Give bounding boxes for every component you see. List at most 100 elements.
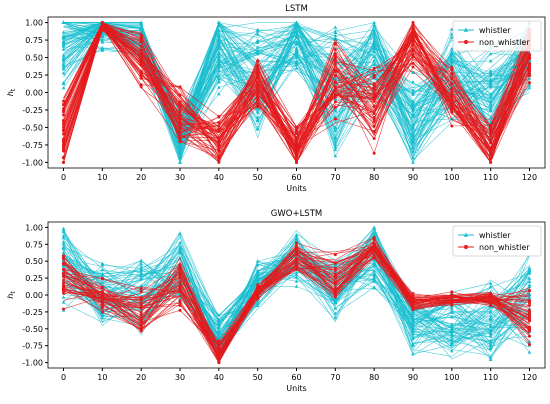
- legend: whistler non_whistler: [452, 225, 542, 257]
- data-point-marker: [488, 340, 493, 344]
- x-tick-label: 10: [97, 173, 107, 182]
- data-point-marker: [411, 42, 415, 46]
- data-point-marker: [333, 306, 338, 310]
- data-point-marker: [294, 272, 299, 276]
- data-point-marker: [333, 263, 338, 267]
- data-point-marker: [178, 302, 182, 306]
- data-point-marker: [450, 306, 454, 310]
- y-axis-label-sub: t: [10, 291, 17, 294]
- data-point-marker: [139, 261, 143, 265]
- data-point-marker: [450, 315, 454, 319]
- data-point-marker: [450, 337, 454, 341]
- data-point-marker: [62, 119, 66, 123]
- data-point-marker: [139, 52, 143, 56]
- data-point-marker: [450, 309, 454, 314]
- data-point-marker: [100, 276, 104, 280]
- y-tick-label: -1.00: [22, 158, 43, 167]
- data-point-marker: [62, 257, 66, 261]
- data-point-marker: [450, 103, 454, 107]
- data-point-marker: [450, 93, 454, 97]
- data-point-marker: [178, 299, 182, 303]
- data-point-marker: [411, 310, 415, 314]
- data-point-marker: [411, 99, 415, 103]
- legend-circle-marker: [464, 40, 468, 44]
- y-tick-label: -1.00: [22, 359, 43, 368]
- data-point-marker: [61, 53, 66, 57]
- data-point-marker: [488, 104, 493, 108]
- legend: whistler non_whistler: [452, 20, 542, 52]
- data-point-marker: [256, 59, 260, 63]
- data-point-marker: [295, 160, 298, 164]
- data-point-marker: [372, 62, 376, 67]
- y-tick-label: 0.50: [25, 257, 43, 266]
- data-point-marker: [333, 280, 337, 284]
- data-point-marker: [217, 324, 221, 328]
- data-point-marker: [61, 226, 66, 231]
- data-point-marker: [139, 85, 143, 89]
- data-point-marker: [178, 126, 182, 130]
- data-point-marker: [294, 25, 299, 30]
- data-point-marker: [61, 40, 66, 44]
- data-point-marker: [333, 56, 337, 60]
- data-point-marker: [450, 57, 454, 61]
- x-tick-label: 90: [408, 373, 418, 382]
- data-point-marker: [450, 59, 454, 64]
- data-point-marker: [333, 125, 338, 129]
- data-point-marker: [62, 307, 66, 311]
- y-tick-label: 0.25: [25, 71, 43, 80]
- data-point-marker: [489, 138, 493, 142]
- data-point-marker: [372, 28, 376, 32]
- x-tick-label: 20: [136, 173, 146, 182]
- data-point-marker: [217, 85, 221, 89]
- data-point-marker: [411, 306, 415, 310]
- x-tick-label: 50: [253, 173, 263, 182]
- data-point-marker: [62, 113, 66, 117]
- data-point-marker: [217, 121, 221, 125]
- data-point-marker: [178, 149, 182, 154]
- data-point-marker: [333, 272, 337, 276]
- legend-label-non_whistler: non_whistler: [479, 243, 530, 252]
- data-point-marker: [488, 99, 493, 104]
- y-axis-label-main: h: [6, 91, 15, 96]
- data-point-marker: [294, 238, 299, 242]
- data-point-marker: [139, 318, 143, 322]
- data-point-marker: [178, 160, 182, 164]
- data-point-marker: [178, 139, 182, 143]
- y-axis-label: ht: [6, 88, 17, 96]
- data-point-marker: [411, 334, 415, 339]
- data-point-marker: [217, 79, 221, 83]
- data-point-marker: [61, 242, 66, 246]
- data-point-marker: [411, 47, 415, 51]
- data-point-marker: [294, 275, 299, 279]
- data-point-marker: [61, 245, 66, 249]
- x-tick-label: 90: [408, 173, 418, 182]
- data-point-marker: [488, 310, 493, 314]
- data-point-marker: [217, 350, 221, 354]
- y-tick-label: 0.75: [25, 36, 43, 45]
- data-point-marker: [294, 284, 299, 288]
- data-point-marker: [62, 267, 66, 271]
- data-point-marker: [527, 284, 532, 288]
- chart-title: LSTM: [285, 4, 308, 14]
- data-point-marker: [217, 142, 221, 146]
- data-point-marker: [450, 303, 454, 307]
- series-lines: [61, 20, 532, 164]
- data-point-marker: [62, 254, 66, 258]
- data-point-marker: [372, 275, 376, 279]
- data-point-marker: [411, 80, 415, 84]
- x-axis-label: Units: [286, 184, 306, 193]
- data-point-marker: [372, 277, 376, 281]
- data-point-marker: [139, 296, 143, 300]
- data-point-marker: [333, 62, 337, 66]
- data-point-marker: [100, 280, 105, 284]
- data-point-marker: [333, 36, 338, 40]
- data-point-marker: [217, 56, 221, 61]
- legend-triangle-marker: [463, 27, 469, 32]
- data-point-marker: [333, 311, 338, 315]
- data-point-marker: [100, 48, 105, 52]
- data-point-marker: [333, 289, 337, 293]
- data-point-marker: [411, 70, 415, 75]
- data-point-marker: [488, 59, 493, 63]
- series-non_whistler: [62, 21, 531, 164]
- data-point-marker: [294, 32, 299, 37]
